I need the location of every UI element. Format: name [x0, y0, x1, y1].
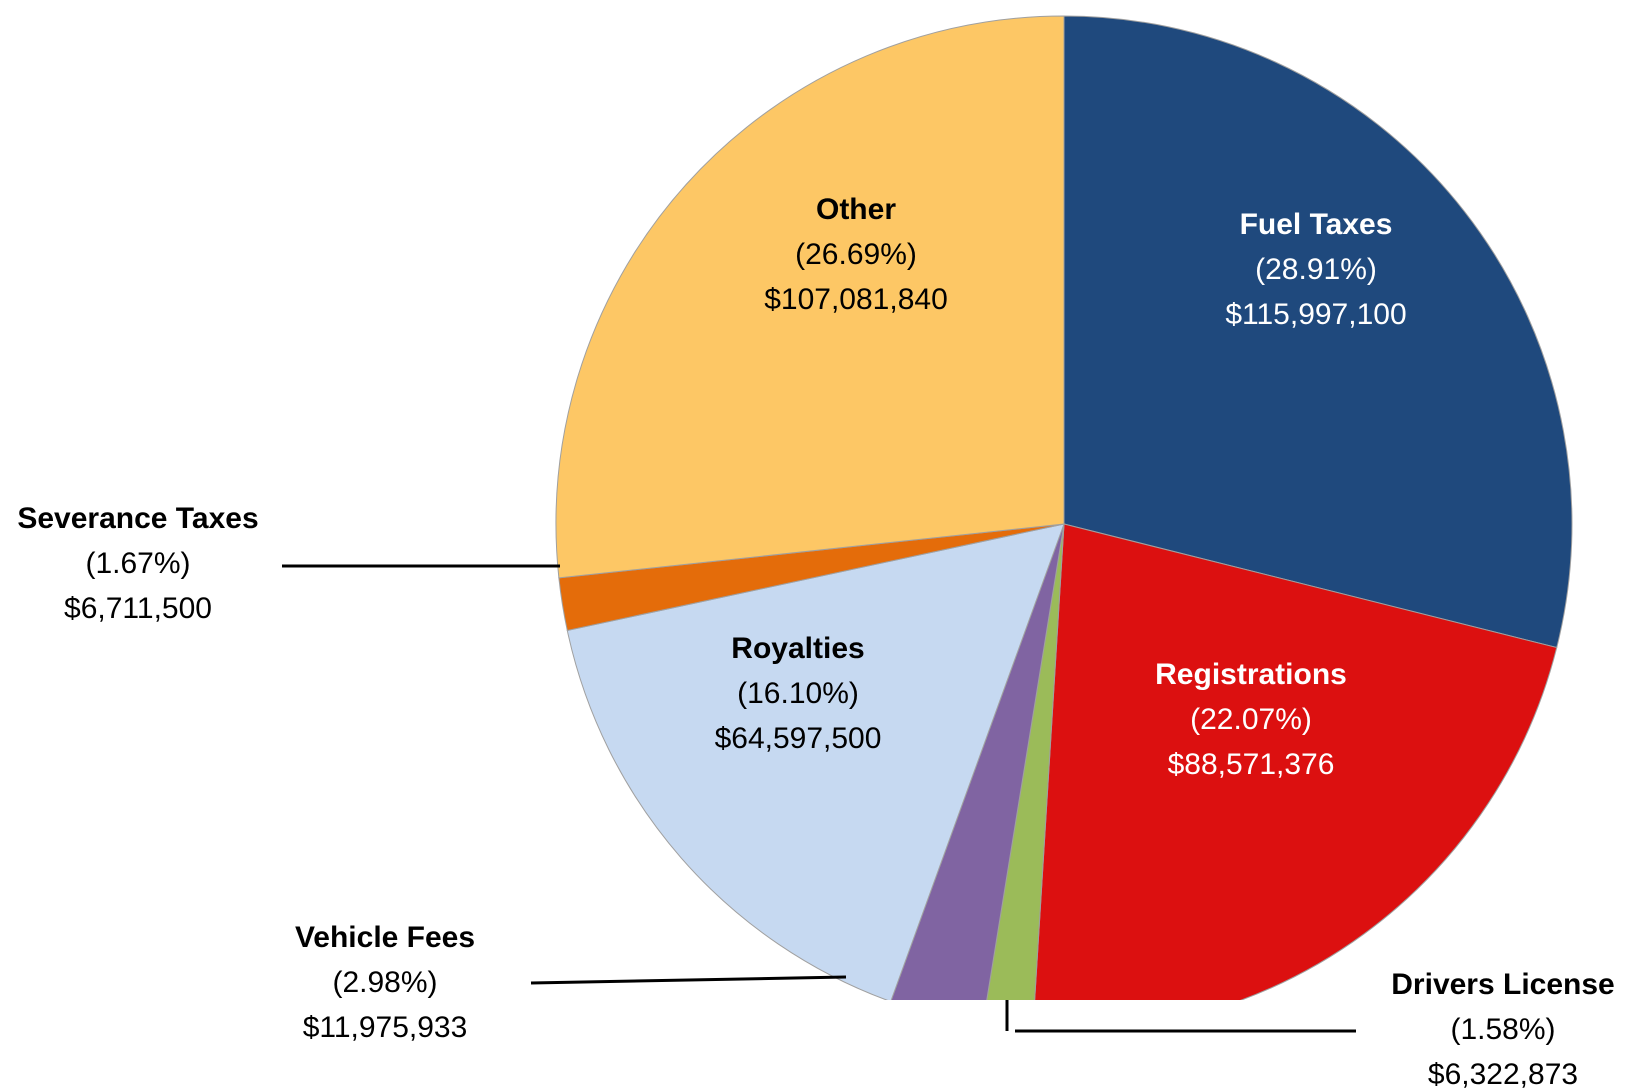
- slice-amount: $107,081,840: [764, 283, 948, 316]
- slice-name: Fuel Taxes: [1240, 208, 1393, 241]
- slice-amount: $64,597,500: [715, 722, 882, 755]
- slice-amount: $11,975,933: [303, 1011, 468, 1044]
- slice-amount: $88,571,376: [1168, 748, 1335, 781]
- slice-percent: (16.10%): [737, 677, 859, 710]
- slice-percent: (1.58%): [1450, 1013, 1555, 1046]
- labels: Fuel Taxes (28.91%) $115,997,100 Registrati…: [17, 193, 1614, 1091]
- slice-percent: (26.69%): [795, 238, 917, 271]
- slice-name: Registrations: [1155, 658, 1347, 691]
- slice-name: Vehicle Fees: [295, 921, 475, 954]
- slice: [986, 523, 1065, 1000]
- slice-name: Other: [816, 193, 896, 226]
- slice: [1034, 523, 1558, 1000]
- slice-amount: $6,711,500: [64, 592, 212, 625]
- leader-lines: [282, 564, 1356, 1033]
- slice-name: Royalties: [731, 632, 864, 665]
- slice-percent: (1.67%): [85, 547, 190, 580]
- slice-name: Drivers License: [1391, 968, 1614, 1001]
- slice-percent: (2.98%): [332, 966, 437, 999]
- pie: [555, 15, 1573, 1000]
- leader-line: [530, 975, 847, 985]
- slice-percent: (28.91%): [1255, 253, 1377, 286]
- slice-percent: (22.07%): [1190, 703, 1312, 736]
- slice: [890, 523, 1065, 1000]
- slice-name: Severance Taxes: [17, 502, 258, 535]
- slice: [1063, 15, 1573, 649]
- slice-amount: $115,997,100: [1225, 298, 1406, 331]
- slice: [555, 15, 1065, 579]
- slice-amount: $6,322,873: [1428, 1058, 1578, 1091]
